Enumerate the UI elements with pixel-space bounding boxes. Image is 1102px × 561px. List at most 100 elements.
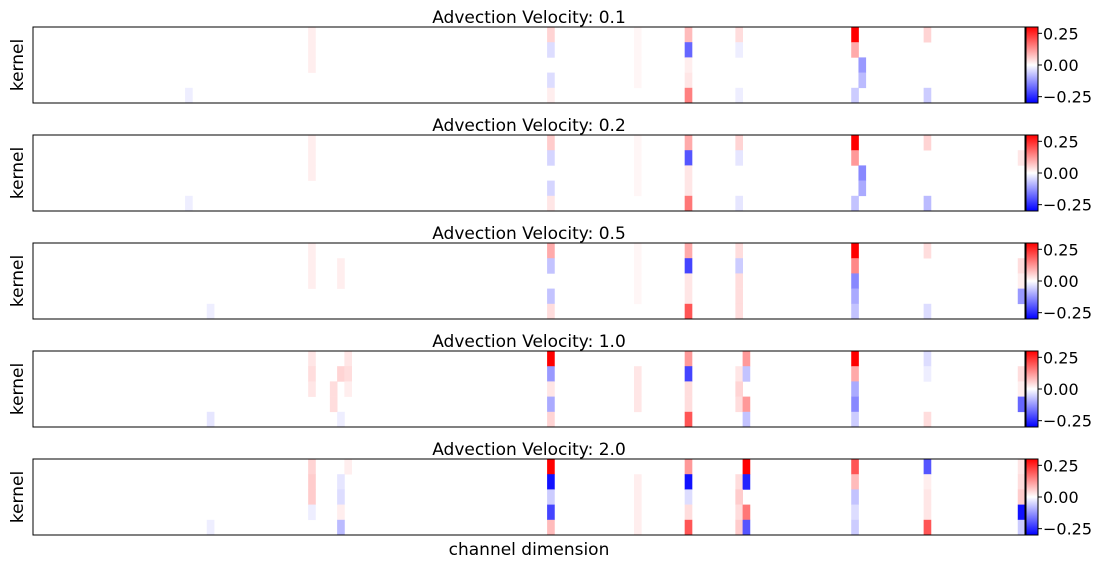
y-axis-label: kernel [8,147,28,199]
heatmap-cell [547,243,555,259]
heatmap-cell [735,303,743,320]
heatmap-cell [684,474,693,490]
heatmap-cell [851,303,859,320]
heatmap-cell [923,519,932,536]
heatmap-cell [684,150,693,166]
heatmap-cell [684,135,693,151]
heatmap-cell [858,165,867,181]
heatmap-cell [308,474,316,490]
heatmap-cell [684,411,693,428]
colorbar-tick-label: −0.25 [1043,304,1092,323]
heatmap-cell [633,72,642,89]
heatmap-cell [633,258,642,274]
heatmap-cell [735,366,743,382]
heatmap-cell [851,411,859,428]
heatmap-cell [337,273,345,289]
heatmap-cell [851,273,859,289]
heatmap-cell [337,258,345,274]
heatmap-cell [337,474,345,490]
heatmap-cell [858,72,867,89]
heatmap-cell [684,519,693,536]
heatmap-cell [633,135,642,151]
heatmap-cell [851,489,859,505]
heatmap-cell [337,489,345,505]
heatmap-cell [923,351,932,367]
heatmap-cell [742,474,751,490]
heatmap-cell [684,459,693,475]
heatmap-cell [633,381,642,397]
heatmap-cell [684,165,693,181]
heatmap-cell [206,519,215,536]
heatmap-cell [684,381,693,397]
heatmap-cell [735,489,743,505]
heatmap-cell [308,459,316,475]
heatmap-cell [308,366,316,382]
heatmap-cell [735,258,743,274]
colorbar-tick-label: 0.25 [1043,24,1079,43]
heatmap-cell [735,288,743,305]
heatmap-cell [633,396,642,413]
heatmap-cell [851,42,859,58]
heatmap-cell [308,42,316,58]
heatmap-cell [633,57,642,73]
heatmap-cell [633,42,642,58]
heatmap-cell [742,366,751,382]
heatmap-cell [684,288,693,305]
colorbar-tick-label: 0.25 [1043,456,1079,475]
heatmap-cell [1017,273,1026,289]
heatmap-cell [858,180,867,197]
heatmap-cell [735,150,743,166]
heatmap-cell [308,135,316,151]
heatmap-cell [1017,366,1026,382]
y-axis-label: kernel [8,363,28,415]
heatmap-cell [547,288,555,305]
heatmap-cell [344,351,352,367]
heatmap-cell [633,27,642,43]
heatmap-cell [547,87,555,104]
heatmap-cell [308,258,316,274]
heatmap-cell [735,27,743,43]
heatmap-cell [547,351,555,367]
axes-frame [32,134,1026,212]
heatmap-cell [742,411,751,428]
heatmap-cell [851,150,859,166]
heatmap-cell [1017,489,1026,505]
heatmap-cell [547,72,555,89]
panel-title: Advection Velocity: 2.0 [432,440,626,460]
heatmap-cell [851,195,859,212]
heatmap-cell [308,381,316,397]
heatmap-cell [337,411,345,428]
heatmap-cell [633,519,642,536]
colorbar-tick-label: 0.00 [1043,272,1079,291]
colorbar-tick-label: 0.25 [1043,240,1079,259]
heatmap-cell [547,42,555,58]
heatmap-cell [633,150,642,166]
heatmap-cell [684,72,693,89]
heatmap-cell [923,489,932,505]
heatmap-cell [337,366,345,382]
heatmap-panel: Advection Velocity: 2.0 kernel 0.25 0.00 −0.… [8,440,1092,539]
heatmap-cell [547,366,555,382]
heatmap-cell [684,351,693,367]
heatmap-cell [547,411,555,428]
heatmap-cell [851,258,859,274]
heatmap-cell [308,243,316,259]
heatmap-cell [851,474,859,490]
heatmap-cell [547,303,555,320]
heatmap-cell [308,150,316,166]
heatmap-cell [308,165,316,181]
heatmap-cell [344,366,352,382]
axes-frame [32,458,1026,536]
colorbar-tick-label: 0.00 [1043,488,1079,507]
heatmap-cell [633,243,642,259]
heatmap-cell [308,27,316,43]
heatmap-cell [735,519,743,536]
heatmap-cell [684,57,693,73]
colorbar [1025,350,1039,428]
heatmap-cell [923,303,932,320]
heatmap-cell [923,366,932,382]
heatmap-cell [923,459,932,475]
colorbar [1025,458,1039,536]
heatmap-cell [633,366,642,382]
heatmap-cell [547,474,555,490]
